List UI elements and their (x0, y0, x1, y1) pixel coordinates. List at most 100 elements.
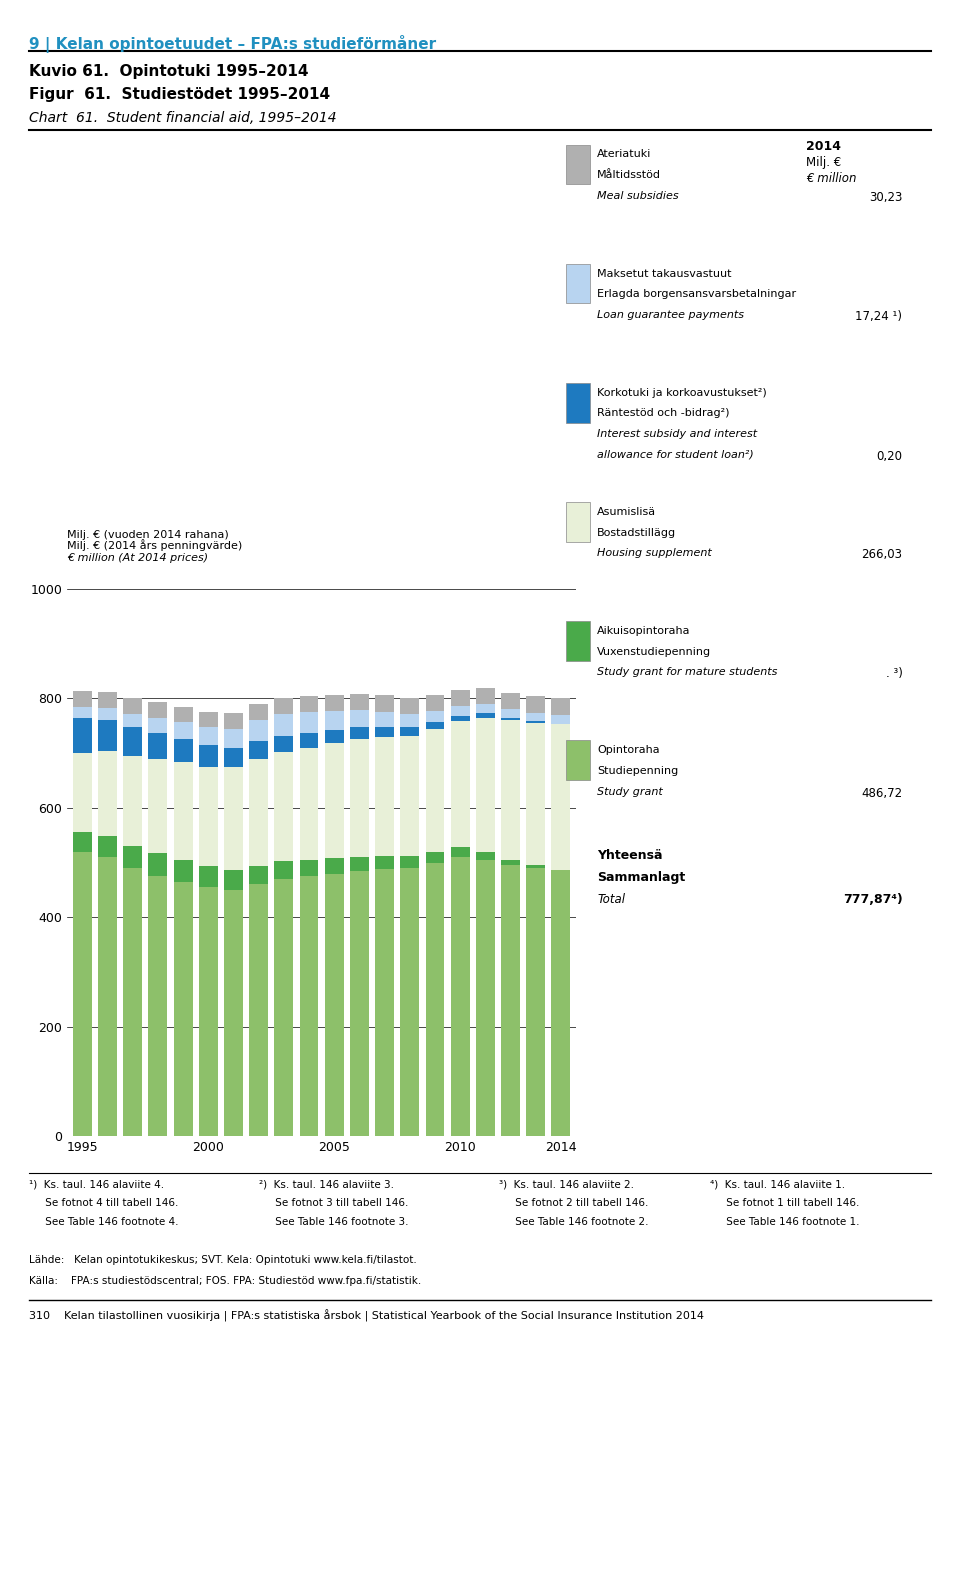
Text: 9 | Kelan opintoetuudet – FPA:s studieförmåner: 9 | Kelan opintoetuudet – FPA:s studiefö… (29, 35, 436, 52)
Text: 777,87⁴): 777,87⁴) (843, 893, 902, 906)
Bar (375, 856, 394, 869)
Bar (425, 852, 444, 863)
Bar (250, 740, 268, 760)
Bar (375, 694, 394, 712)
Text: 486,72: 486,72 (861, 787, 902, 799)
Bar (123, 728, 142, 756)
Bar (174, 707, 193, 723)
Bar (350, 856, 369, 871)
Bar (350, 710, 369, 728)
Text: Interest subsidy and interest: Interest subsidy and interest (597, 429, 757, 439)
Bar (324, 858, 344, 874)
Bar (123, 868, 142, 1136)
Bar (98, 856, 117, 1136)
Text: Vuxenstudiepenning: Vuxenstudiepenning (597, 647, 711, 656)
Bar (425, 728, 444, 852)
Bar (250, 885, 268, 1136)
Text: Chart  61.  Student financial aid, 1995–2014: Chart 61. Student financial aid, 1995–20… (29, 111, 336, 126)
Text: Meal subsidies: Meal subsidies (597, 191, 679, 200)
Bar (224, 871, 243, 890)
Bar (526, 696, 545, 712)
Text: Sammanlagt: Sammanlagt (597, 871, 685, 883)
Bar (98, 720, 117, 752)
Bar (425, 694, 444, 710)
Bar (400, 715, 420, 728)
Bar (350, 728, 369, 739)
Bar (98, 693, 117, 707)
Bar (149, 733, 167, 760)
Bar (450, 721, 469, 847)
Bar (526, 721, 545, 723)
Bar (199, 866, 218, 887)
Bar (450, 717, 469, 721)
Bar (149, 876, 167, 1136)
Bar (275, 752, 293, 861)
Bar (375, 737, 394, 856)
Bar (98, 836, 117, 856)
Text: € million: € million (806, 172, 857, 184)
Text: Studiepenning: Studiepenning (597, 766, 679, 775)
Text: ²)  Ks. taul. 146 alaviite 3.: ²) Ks. taul. 146 alaviite 3. (259, 1179, 395, 1189)
Bar (224, 767, 243, 871)
Text: Yhteensä: Yhteensä (597, 849, 662, 861)
Text: Räntestöd och -bidrag²): Räntestöd och -bidrag²) (597, 408, 730, 418)
Bar (199, 767, 218, 866)
Bar (501, 693, 520, 709)
Text: Study grant: Study grant (597, 787, 662, 796)
Text: See Table 146 footnote 1.: See Table 146 footnote 1. (710, 1217, 860, 1227)
Bar (375, 726, 394, 737)
Bar (526, 866, 545, 868)
Bar (350, 871, 369, 1136)
Bar (98, 707, 117, 720)
Text: Se fotnot 1 till tabell 146.: Se fotnot 1 till tabell 146. (710, 1198, 860, 1208)
Text: Se fotnot 4 till tabell 146.: Se fotnot 4 till tabell 146. (29, 1198, 179, 1208)
Text: Erlagda borgensansvarsbetalningar: Erlagda borgensansvarsbetalningar (597, 289, 796, 299)
Bar (425, 721, 444, 728)
Bar (250, 704, 268, 720)
Bar (300, 696, 319, 712)
Bar (476, 860, 494, 1136)
Text: allowance for student loan²): allowance for student loan²) (597, 450, 754, 459)
Bar (174, 882, 193, 1136)
Bar (501, 709, 520, 718)
Bar (450, 706, 469, 717)
Text: 266,03: 266,03 (861, 548, 902, 561)
Text: 30,23: 30,23 (869, 191, 902, 203)
Bar (199, 712, 218, 728)
Bar (375, 869, 394, 1136)
Text: Aikuisopintoraha: Aikuisopintoraha (597, 626, 690, 636)
Bar (275, 698, 293, 713)
Bar (224, 748, 243, 767)
Text: Källa:    FPA:s studiestödscentral; FOS. FPA: Studiestöd www.fpa.fi/statistik.: Källa: FPA:s studiestödscentral; FOS. FP… (29, 1276, 421, 1286)
Bar (149, 853, 167, 876)
Text: ⁴)  Ks. taul. 146 alaviite 1.: ⁴) Ks. taul. 146 alaviite 1. (710, 1179, 846, 1189)
Bar (324, 710, 344, 731)
Bar (199, 745, 218, 767)
Bar (73, 852, 92, 1136)
Bar (300, 860, 319, 876)
Bar (425, 710, 444, 721)
Bar (400, 868, 420, 1136)
Bar (98, 752, 117, 836)
Text: ³)  Ks. taul. 146 alaviite 2.: ³) Ks. taul. 146 alaviite 2. (499, 1179, 635, 1189)
Bar (400, 856, 420, 868)
Bar (275, 713, 293, 736)
Text: Se fotnot 3 till tabell 146.: Se fotnot 3 till tabell 146. (259, 1198, 409, 1208)
Bar (73, 707, 92, 718)
Bar (526, 712, 545, 721)
Text: Korkotuki ja korkoavustukset²): Korkotuki ja korkoavustukset²) (597, 388, 767, 397)
Text: See Table 146 footnote 2.: See Table 146 footnote 2. (499, 1217, 649, 1227)
Bar (300, 876, 319, 1136)
Text: Kuvio 61.  Opintotuki 1995–2014: Kuvio 61. Opintotuki 1995–2014 (29, 64, 308, 78)
Bar (526, 868, 545, 1136)
Text: See Table 146 footnote 3.: See Table 146 footnote 3. (259, 1217, 409, 1227)
Bar (199, 728, 218, 745)
Bar (250, 760, 268, 866)
Bar (300, 748, 319, 860)
Text: Opintoraha: Opintoraha (597, 745, 660, 755)
Text: Se fotnot 2 till tabell 146.: Se fotnot 2 till tabell 146. (499, 1198, 649, 1208)
Bar (476, 704, 494, 713)
Bar (324, 731, 344, 744)
Bar (149, 718, 167, 733)
Bar (199, 887, 218, 1136)
